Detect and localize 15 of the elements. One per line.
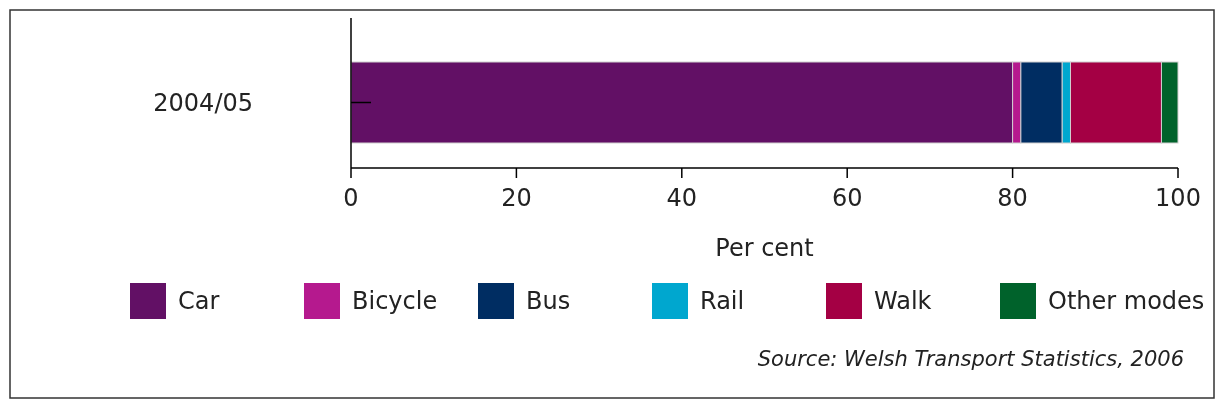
x-tick-label: 20 <box>501 184 532 212</box>
legend-label: Car <box>178 287 220 316</box>
x-tick-label: 80 <box>997 184 1028 212</box>
x-tick-label: 40 <box>666 184 698 212</box>
x-axis-title: Per cent <box>715 234 814 262</box>
y-tick-label: 2004/05 <box>153 88 253 117</box>
source-note: Source: Welsh Transport Statistics, 2006 <box>757 347 1184 371</box>
legend-label: Bicycle <box>352 287 438 316</box>
x-tick-label: 60 <box>831 184 863 212</box>
legend-label: Walk <box>874 287 932 316</box>
legend-label: Bus <box>526 287 571 316</box>
x-tick-label: 100 <box>1155 184 1201 212</box>
x-tick-label: 0 <box>343 184 359 212</box>
legend-label: Rail <box>700 287 745 316</box>
legend-label: Other modes <box>1048 287 1205 316</box>
